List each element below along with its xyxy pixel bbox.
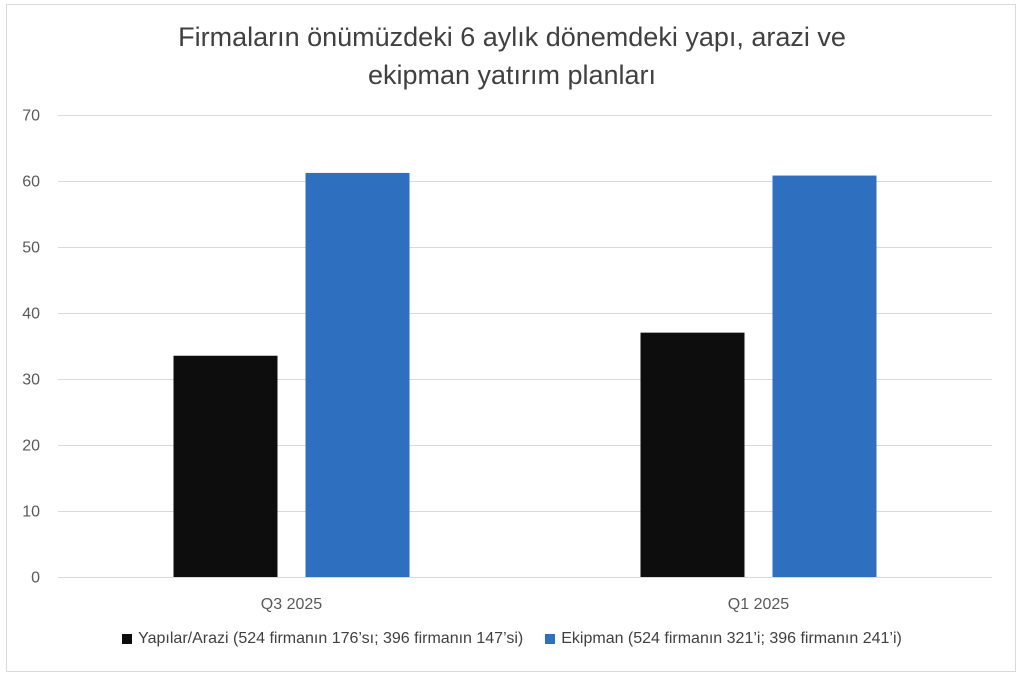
x-tick-label: Q1 2025 [728, 596, 789, 613]
legend-label-series-2: Ekipman (524 firmanın 321’i; 396 firmanı… [561, 630, 902, 647]
legend-item-series-2: Ekipman (524 firmanın 321’i; 396 firmanı… [545, 630, 902, 648]
y-tick-label: 30 [22, 372, 40, 389]
legend-label-series-1: Yapılar/Arazi (524 firmanın 176’sı; 396 … [138, 630, 524, 647]
y-tick-label: 20 [22, 438, 40, 455]
legend-swatch-series-2 [545, 634, 556, 644]
chart-legend: Yapılar/Arazi (524 firmanın 176’sı; 396 … [0, 630, 1024, 648]
y-tick-label: 70 [22, 108, 40, 125]
y-tick-label: 40 [22, 306, 40, 323]
legend-swatch-series-1 [122, 634, 133, 644]
y-tick-label: 0 [31, 570, 40, 587]
y-tick-label: 50 [22, 240, 40, 257]
chart-title-line-2: ekipman yatırım planları [367, 60, 657, 90]
y-tick-label: 10 [22, 504, 40, 521]
bar-series-2-q1-2025 [772, 175, 877, 578]
chart-title-line-1: Firmaların önümüzdeki 6 aylık dönemdeki … [178, 22, 846, 52]
bar-series-1-q3-2025 [173, 355, 278, 578]
x-tick-label: Q3 2025 [261, 596, 322, 613]
bar-series-1-q1-2025 [640, 332, 745, 578]
y-tick-label: 60 [22, 174, 40, 191]
chart-title: Firmaların önümüzdeki 6 aylık dönemdeki … [0, 18, 1024, 94]
bar-series-2-q3-2025 [305, 172, 410, 578]
legend-item-series-1: Yapılar/Arazi (524 firmanın 176’sı; 396 … [122, 630, 523, 648]
